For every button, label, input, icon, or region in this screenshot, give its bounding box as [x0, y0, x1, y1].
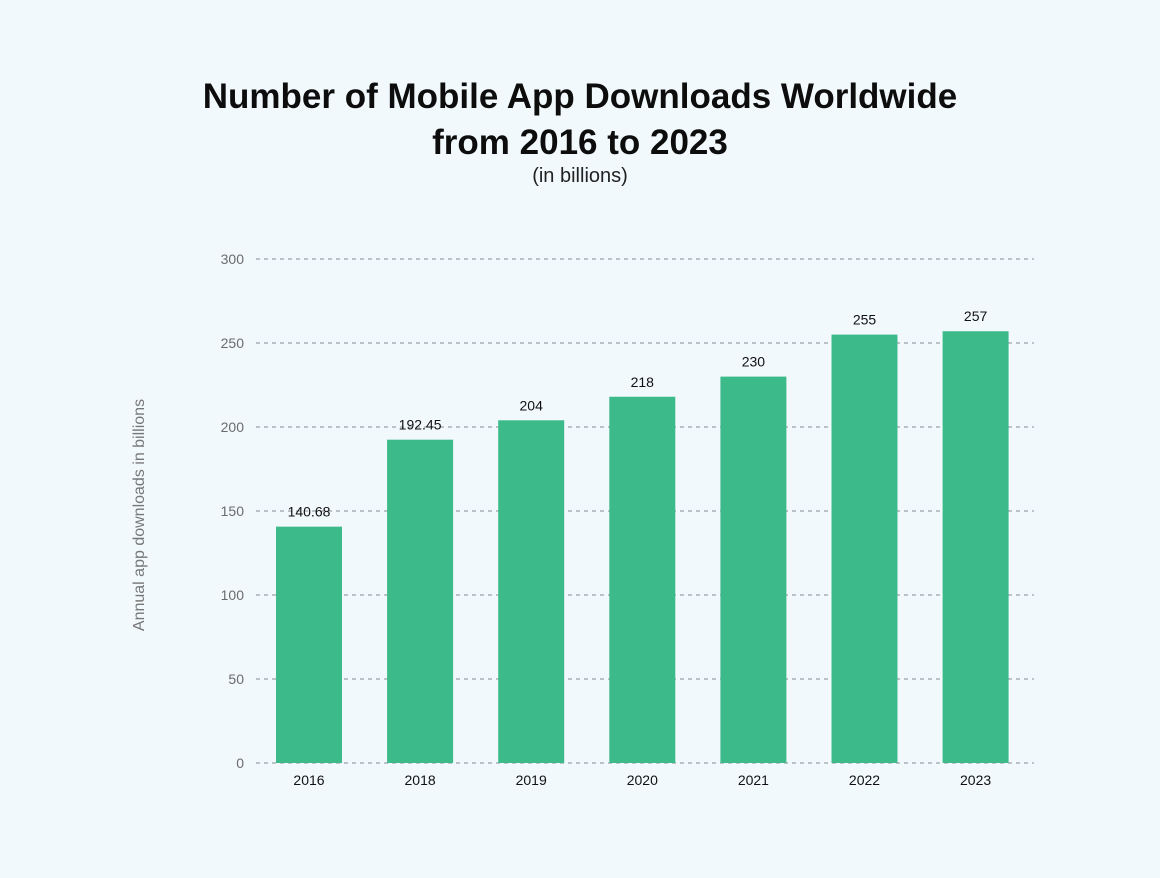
bar [276, 526, 342, 763]
x-tick-label: 2023 [960, 772, 991, 788]
y-tick-label: 150 [221, 503, 245, 519]
bar [609, 396, 676, 763]
bar [720, 376, 787, 763]
data-label: 204 [520, 397, 544, 413]
bar [387, 439, 454, 763]
y-tick-label: 250 [221, 335, 245, 351]
x-tick-label: 2019 [516, 772, 547, 788]
data-label: 192.45 [399, 417, 442, 433]
x-tick-label: 2021 [738, 772, 769, 788]
y-tick-label: 50 [228, 671, 244, 687]
chart-subtitle: (in billions) [532, 165, 628, 187]
y-tick-label: 100 [221, 587, 245, 603]
bar [831, 334, 898, 763]
data-label: 257 [964, 308, 988, 324]
data-label: 140.68 [288, 504, 331, 520]
data-label: 255 [853, 312, 877, 328]
bar [498, 420, 565, 763]
chart-title-line1: Number of Mobile App Downloads Worldwide [202, 77, 958, 116]
x-tick-label: 2022 [849, 772, 880, 788]
x-tick-label: 2018 [405, 772, 436, 788]
y-tick-label: 0 [236, 755, 244, 771]
data-label: 218 [631, 374, 655, 390]
y-tick-label: 300 [221, 251, 245, 267]
y-tick-label: 200 [221, 419, 245, 435]
chart-title-line2: from 2016 to 2023 [432, 123, 728, 162]
x-tick-label: 2020 [627, 772, 658, 788]
x-tick-label: 2016 [293, 772, 324, 788]
bar [942, 331, 1009, 763]
data-label: 230 [742, 354, 766, 370]
chart-title: Number of Mobile App Downloads Worldwide… [0, 74, 1160, 166]
